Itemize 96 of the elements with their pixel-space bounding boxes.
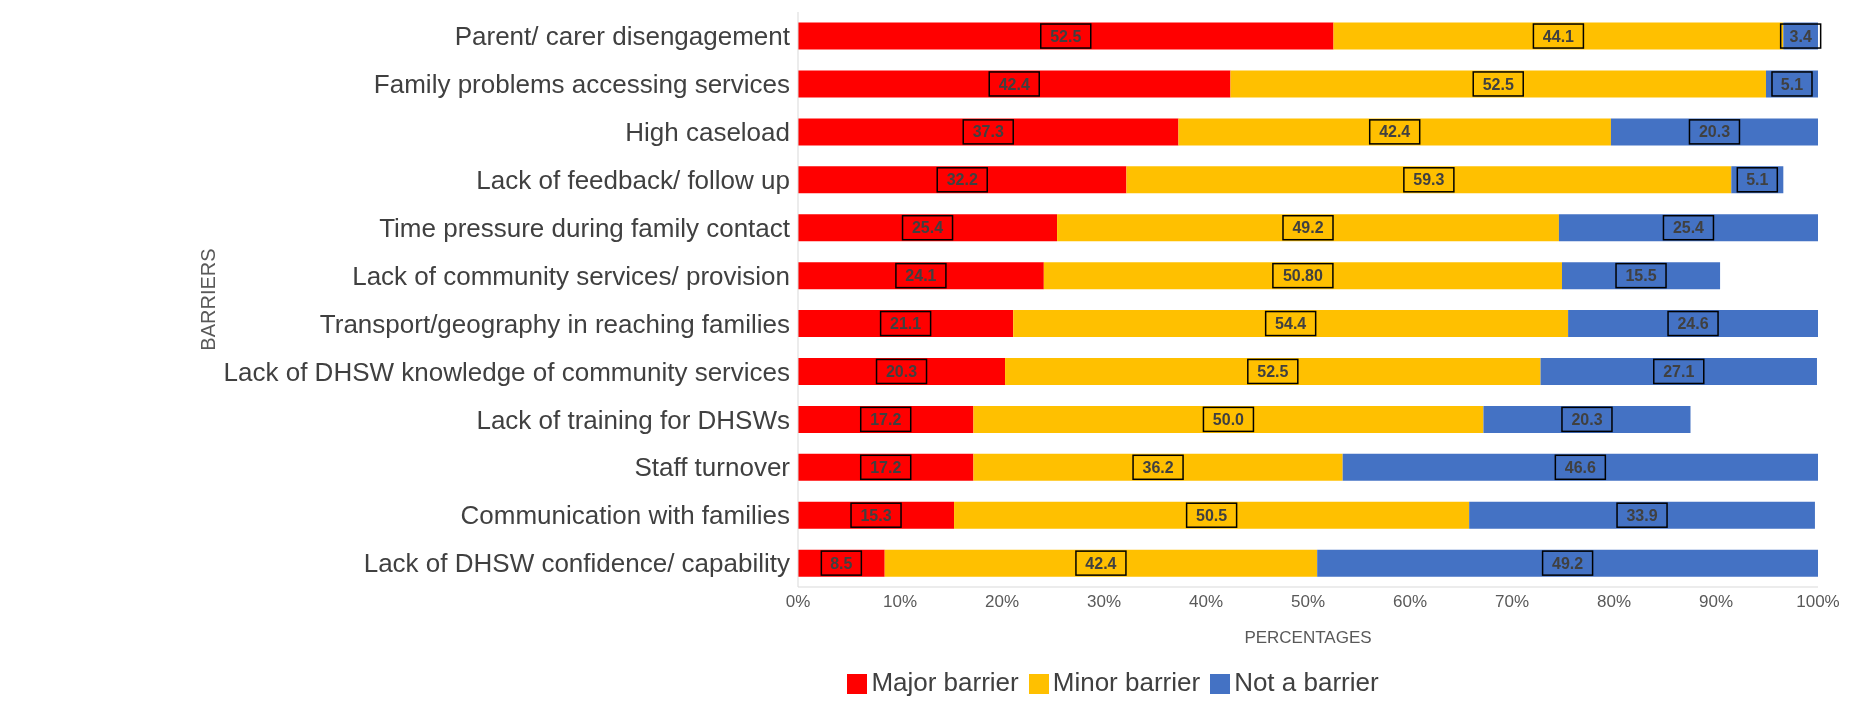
data-label: 20.3 [885, 363, 918, 381]
bar [954, 501, 1470, 529]
x-tick-label: 20% [984, 592, 1020, 612]
y-tick-label: Time pressure during family contact [379, 212, 791, 243]
data-label: 25.4 [911, 219, 944, 237]
x-tick-label: 60% [1392, 592, 1428, 612]
x-tick-label: 40% [1188, 592, 1224, 612]
data-label: 20.3 [1571, 410, 1603, 428]
bar [1469, 501, 1815, 529]
bar [1483, 405, 1691, 433]
data-label: 42.4 [1085, 554, 1117, 572]
bar [1057, 214, 1559, 242]
data-label: 44.1 [1542, 27, 1575, 45]
bar [884, 549, 1318, 577]
bar [798, 70, 1231, 98]
legend-label: Major barrier [871, 667, 1019, 697]
bar [1540, 357, 1817, 385]
data-label: 24.1 [905, 267, 937, 285]
bar [973, 405, 1484, 433]
data-label: 8.5 [830, 554, 853, 572]
data-label: 54.4 [1275, 315, 1307, 333]
data-label: 42.4 [1379, 123, 1411, 141]
y-tick-label: Lack of feedback/ follow up [476, 164, 790, 195]
data-label: 25.4 [1672, 219, 1705, 237]
bar [798, 22, 1334, 50]
bar [798, 310, 1014, 338]
data-label: 42.4 [998, 75, 1030, 93]
bar [1568, 310, 1818, 338]
data-label: 49.2 [1292, 219, 1324, 237]
x-tick-label: 70% [1494, 592, 1530, 612]
bar [798, 214, 1058, 242]
data-label: 24.6 [1677, 315, 1709, 333]
y-tick-label: Lack of community services/ provision [352, 260, 790, 291]
bar [798, 501, 955, 529]
y-tick-label: Lack of DHSW knowledge of community services [223, 356, 790, 387]
data-label: 49.2 [1552, 554, 1584, 572]
x-tick-label: 80% [1596, 592, 1632, 612]
legend-label: Minor barrier [1052, 667, 1201, 697]
x-tick-label: 100% [1796, 592, 1840, 612]
y-tick-label: Transport/geography in reaching families [319, 308, 790, 339]
data-label: 17.2 [870, 410, 902, 428]
x-tick-label: 50% [1290, 592, 1326, 612]
data-label: 50.80 [1282, 267, 1324, 285]
bar [798, 405, 974, 433]
data-label: 37.3 [972, 123, 1004, 141]
bar [798, 118, 1179, 146]
data-label: 17.2 [870, 458, 902, 476]
x-tick-label: 0% [785, 592, 811, 612]
y-tick-label: High caseload [625, 117, 790, 148]
x-axis-title: PERCENTAGES [1244, 628, 1372, 647]
bar [1178, 118, 1611, 146]
data-label: 50.5 [1196, 506, 1228, 524]
bar [1342, 453, 1818, 481]
y-tick-label: Lack of training for DHSWs [476, 404, 790, 435]
x-tick-label: 30% [1086, 592, 1122, 612]
data-label: 3.4 [1789, 27, 1812, 45]
bar [1558, 214, 1818, 242]
data-label: 59.3 [1413, 171, 1445, 189]
y-tick-label: Staff turnover [634, 452, 791, 483]
bar [798, 453, 974, 481]
bar [973, 453, 1343, 481]
legend-label: Not a barrier [1234, 667, 1379, 697]
bar [1013, 310, 1569, 338]
bar [1005, 357, 1541, 385]
x-tick-label: 10% [882, 592, 918, 612]
bar [1610, 118, 1818, 146]
y-tick-label: Communication with families [460, 500, 790, 531]
data-label: 36.2 [1142, 458, 1174, 476]
data-label: 32.2 [946, 171, 978, 189]
bar [798, 357, 1006, 385]
bar [1561, 262, 1721, 290]
data-label: 20.3 [1698, 123, 1731, 141]
bar [798, 166, 1127, 194]
y-tick-label: Lack of DHSW confidence/ capability [363, 548, 790, 579]
bar [1230, 70, 1766, 98]
data-label: 46.6 [1564, 458, 1597, 476]
bar [798, 262, 1044, 290]
y-axis-title: BARRIERS [197, 248, 220, 351]
data-label: 52.5 [1257, 363, 1289, 381]
bar [1333, 22, 1784, 50]
data-label: 27.1 [1663, 363, 1695, 381]
data-label: 33.9 [1626, 506, 1658, 524]
bar [1317, 549, 1818, 577]
data-label: 52.5 [1482, 75, 1514, 93]
bar [1043, 262, 1562, 290]
y-tick-label: Parent/ carer disengagement [454, 21, 791, 52]
data-label: 50.0 [1212, 410, 1245, 428]
data-label: 5.1 [1746, 171, 1769, 189]
data-label: 15.5 [1625, 267, 1657, 285]
y-tick-label: Family problems accessing services [373, 69, 790, 100]
data-label: 15.3 [860, 506, 892, 524]
x-tick-label: 90% [1698, 592, 1734, 612]
bar [1126, 166, 1732, 194]
data-label: 52.5 [1050, 27, 1082, 45]
data-label: 21.1 [890, 315, 922, 333]
data-label: 5.1 [1780, 75, 1804, 93]
